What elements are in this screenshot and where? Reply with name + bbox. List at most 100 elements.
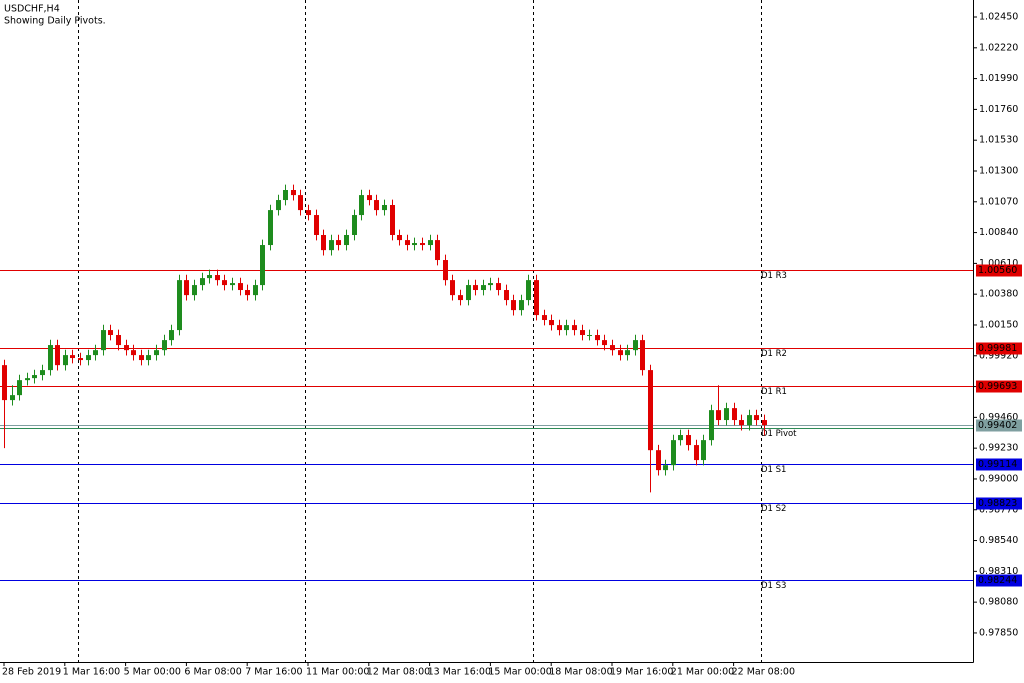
x-tick-label: 6 Mar 08:00: [184, 667, 241, 678]
x-tick-label: 18 Mar 08:00: [549, 667, 612, 678]
x-tick-label: 19 Mar 16:00: [610, 667, 673, 678]
candle-body: [367, 195, 372, 201]
candle-body: [298, 195, 303, 211]
candle-body: [602, 340, 607, 346]
candle-body: [580, 330, 585, 336]
candle-body: [572, 325, 577, 331]
price-label-box: [976, 458, 1022, 471]
pivot-level-name: D1 S2: [761, 504, 786, 514]
candle-body: [671, 440, 676, 466]
candle-body: [245, 290, 250, 296]
candle-body: [587, 335, 592, 337]
candle-body: [443, 260, 448, 281]
candle-body: [48, 345, 53, 371]
candle-body: [747, 415, 752, 426]
price-label-box: [976, 419, 1022, 432]
candle-body: [542, 315, 547, 321]
candle-body: [40, 370, 45, 376]
pivot-level-name: D1 R1: [761, 387, 787, 397]
pivot-level-name: D1 R2: [761, 349, 787, 359]
y-tick-label: 0.97850: [979, 627, 1018, 638]
candle-body: [640, 340, 645, 371]
y-tick-label: 0.98080: [979, 597, 1018, 608]
candle-body: [488, 283, 493, 286]
price-label-box: [976, 342, 1022, 355]
candle-body: [344, 234, 349, 246]
candle-body: [215, 275, 220, 281]
price-label-box: [976, 574, 1022, 587]
x-tick-label: 7 Mar 16:00: [245, 667, 302, 678]
candle-body: [359, 195, 364, 216]
candle-body: [276, 200, 281, 211]
candle-body: [207, 275, 212, 279]
price-label: 0.98823: [978, 498, 1017, 509]
y-tick-label: 1.02450: [979, 12, 1018, 23]
chart-subtitle: Showing Daily Pivots.: [4, 16, 106, 27]
candle-body: [78, 358, 83, 361]
candle-body: [595, 335, 600, 341]
candle-body: [549, 320, 554, 326]
candle-body: [473, 285, 478, 291]
candle-body: [146, 355, 151, 361]
price-label-box: [976, 264, 1022, 277]
price-label: 0.98244: [978, 575, 1017, 586]
y-tick-label: 0.99460: [979, 412, 1018, 423]
period-separators: [78, 0, 762, 662]
candle-body: [124, 345, 129, 351]
candle-body: [496, 283, 501, 291]
candle-body: [762, 420, 767, 426]
candle-body: [716, 410, 721, 421]
candle-body: [618, 350, 623, 356]
candle-body: [732, 408, 737, 421]
candle-body: [625, 350, 630, 356]
y-tick-label: 1.00380: [979, 289, 1018, 300]
candle-body: [754, 415, 759, 421]
candle-body: [694, 445, 699, 461]
pivot-level-name: D1 S3: [761, 581, 786, 591]
x-tick-label: 5 Mar 00:00: [124, 667, 181, 678]
candle-body: [154, 350, 159, 356]
candle-body: [192, 285, 197, 296]
x-tick-label: 21 Mar 00:00: [671, 667, 734, 678]
candle-body: [420, 243, 425, 246]
candle-body: [564, 325, 569, 331]
candle-body: [169, 330, 174, 341]
y-tick-label: 1.00840: [979, 227, 1018, 238]
candle-body: [184, 280, 189, 296]
candle-body: [405, 240, 410, 246]
candle-body: [534, 280, 539, 316]
candle-body: [25, 378, 30, 381]
candle-body: [70, 355, 75, 359]
x-tick-label: 11 Mar 00:00: [306, 667, 369, 678]
price-label: 0.99402: [978, 420, 1017, 431]
candle-body: [329, 240, 334, 251]
candle-body: [139, 355, 144, 361]
candle-body: [511, 300, 516, 311]
candle-body: [162, 340, 167, 351]
candle-body: [291, 190, 296, 196]
candle-body: [321, 234, 326, 251]
candle-body: [200, 278, 205, 286]
candle-body: [526, 280, 531, 301]
candle-body: [93, 350, 98, 356]
candle-body: [131, 350, 136, 356]
candle-body: [412, 243, 417, 246]
candle-body: [63, 355, 68, 366]
y-tick-label: 1.01530: [979, 135, 1018, 146]
candle-body: [283, 190, 288, 201]
y-tick-label: 1.00150: [979, 319, 1018, 330]
pivot-level-name: D1 S1: [761, 465, 786, 475]
candle-body: [390, 205, 395, 235]
price-label-box: [976, 497, 1022, 510]
pivot-level-name: D1 Pivot: [761, 429, 797, 439]
candle-body: [17, 380, 22, 396]
candle-body: [306, 210, 311, 216]
y-tick-label: 0.99230: [979, 443, 1018, 454]
y-tick-label: 0.98310: [979, 566, 1018, 577]
y-tick-label: 1.00610: [979, 258, 1018, 269]
candle-body: [450, 280, 455, 296]
candle-body: [458, 295, 463, 301]
price-label: 0.99981: [978, 343, 1017, 354]
